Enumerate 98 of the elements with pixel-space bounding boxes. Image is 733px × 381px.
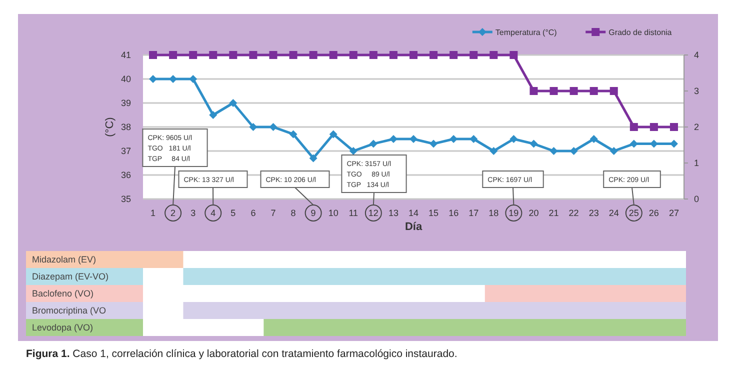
point	[309, 154, 318, 162]
point	[570, 87, 578, 95]
y-tick-label: 40	[120, 74, 131, 84]
point	[229, 51, 238, 59]
y-tick-label: 38	[120, 122, 131, 132]
point	[209, 51, 218, 59]
x-tick-label: 17	[468, 208, 479, 218]
y-tick-label: Diazepam (EV-VO)	[32, 272, 109, 282]
point	[289, 130, 298, 138]
point	[249, 51, 258, 59]
y-tick-label: 41	[120, 50, 131, 60]
x-tick-label: 1	[150, 208, 156, 218]
x-tick-label: 18	[488, 208, 499, 218]
x-tick-label: 10	[328, 208, 338, 218]
y2-tick-label: 3	[694, 86, 700, 96]
y2-tick-label: 1	[694, 158, 700, 168]
point	[550, 87, 558, 95]
y-tick-label: Midazolam (EV)	[32, 254, 96, 265]
y-tick-label: 36	[120, 170, 131, 180]
y-axis-title: (°C)	[104, 117, 116, 137]
y2-tick-label: 0	[694, 194, 700, 204]
point	[169, 51, 178, 59]
point	[570, 147, 578, 155]
x-tick-label: 15	[428, 208, 439, 218]
x-tick-label: 19	[508, 208, 519, 218]
x-tick-label: 12	[368, 208, 378, 218]
y-tick-label: 39	[120, 98, 131, 108]
point	[369, 140, 378, 148]
point	[209, 111, 218, 119]
x-axis-title: Día	[404, 221, 423, 233]
x-tick-label: 4	[210, 208, 216, 218]
point	[510, 135, 518, 143]
point	[349, 147, 358, 155]
point	[349, 51, 358, 59]
point	[389, 51, 398, 59]
point	[490, 51, 498, 59]
x-tick-label: 2	[170, 208, 176, 218]
point	[269, 123, 278, 131]
point	[189, 75, 198, 83]
x-tick-label: 24	[608, 208, 619, 218]
legend-label: Temperatura (°C)	[495, 28, 558, 37]
point	[630, 123, 638, 131]
point	[410, 135, 418, 143]
x-tick-label: 13	[388, 208, 398, 218]
point	[590, 135, 598, 143]
x-tick-label: 25	[628, 208, 639, 218]
point	[530, 140, 538, 148]
x-tick-label: 26	[648, 208, 659, 218]
y2-tick-label: 2	[694, 122, 700, 132]
point	[289, 51, 298, 59]
point	[610, 147, 618, 155]
point	[369, 51, 378, 59]
point	[470, 51, 478, 59]
point	[410, 51, 418, 59]
y-tick-label: Bromocriptina (VO	[32, 306, 106, 316]
y-tick-label: Baclofeno (VO)	[32, 288, 94, 299]
point	[630, 140, 638, 148]
x-tick-label: 6	[250, 208, 256, 218]
x-tick-label: 21	[548, 208, 559, 218]
point	[430, 51, 438, 59]
point	[670, 123, 678, 131]
point	[450, 51, 458, 59]
y-tick-label: 35	[120, 194, 131, 204]
point	[490, 147, 498, 155]
x-tick-label: 23	[588, 208, 599, 218]
legend-label: Grado de distonia	[608, 28, 672, 37]
point	[329, 51, 338, 59]
point	[530, 87, 538, 95]
x-tick-label: 8	[290, 208, 296, 218]
point	[149, 51, 158, 59]
point	[550, 147, 558, 155]
point	[510, 51, 518, 59]
x-tick-label: 11	[348, 208, 358, 218]
point	[189, 51, 198, 59]
x-tick-label: 22	[568, 208, 579, 218]
point	[229, 99, 238, 107]
point	[329, 130, 338, 138]
text: Figura 1. Caso 1, correlación clínica y laboratorial con tratamiento farmacológico instaurado.	[26, 348, 458, 360]
x-tick-label: 27	[668, 208, 679, 218]
point	[590, 87, 598, 95]
x-tick-label: 14	[408, 208, 419, 218]
x-tick-label: 3	[190, 208, 196, 218]
y-tick-label: 37	[120, 146, 131, 156]
point	[389, 135, 398, 143]
x-tick-label: 9	[310, 208, 316, 218]
x-tick-label: 16	[448, 208, 459, 218]
y-tick-label: Levodopa (VO)	[32, 322, 94, 333]
x-tick-label: 5	[230, 208, 236, 218]
x-tick-label: 20	[528, 208, 539, 218]
point	[650, 123, 658, 131]
point	[430, 140, 438, 148]
point	[309, 51, 318, 59]
point	[249, 123, 258, 131]
y2-tick-label: 4	[694, 50, 700, 60]
point	[470, 135, 478, 143]
point	[610, 87, 618, 95]
x-tick-label: 7	[270, 208, 276, 218]
point	[269, 51, 278, 59]
